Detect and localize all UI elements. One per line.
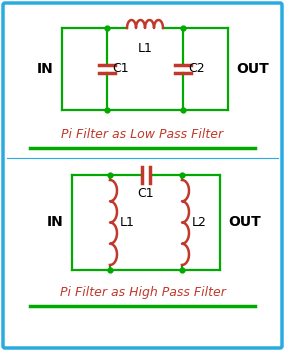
Text: L2: L2 <box>192 216 207 229</box>
Text: Pi Filter as High Pass Filter: Pi Filter as High Pass Filter <box>60 286 225 299</box>
Text: OUT: OUT <box>236 62 269 76</box>
Text: C1: C1 <box>112 62 129 75</box>
Text: C1: C1 <box>138 187 154 200</box>
Text: Pi Filter as Low Pass Filter: Pi Filter as Low Pass Filter <box>62 128 223 141</box>
Text: IN: IN <box>37 62 54 76</box>
Text: C2: C2 <box>188 62 205 75</box>
Text: L1: L1 <box>138 42 152 55</box>
Text: OUT: OUT <box>228 216 261 230</box>
Text: IN: IN <box>47 216 64 230</box>
Text: L1: L1 <box>120 216 135 229</box>
